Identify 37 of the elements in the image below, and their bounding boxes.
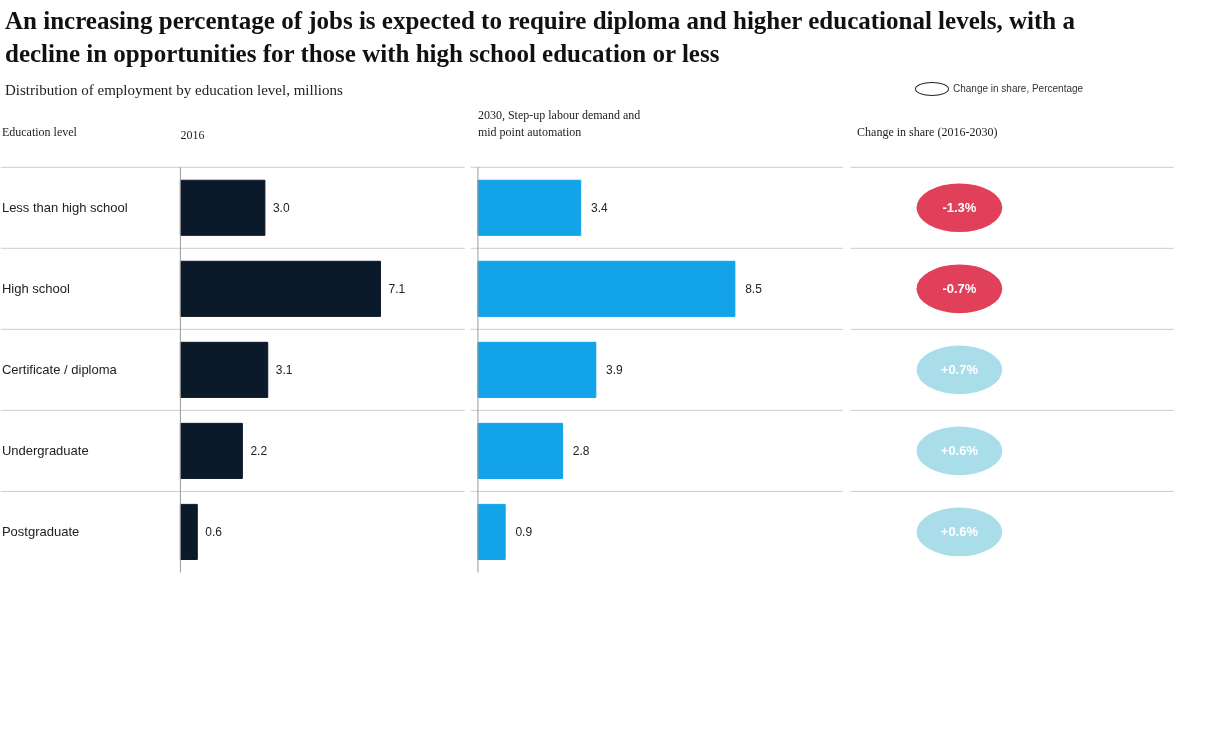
data-label: 3.9: [606, 363, 624, 378]
y-tick-label: Less than high school: [1, 200, 128, 216]
x-axis-title: 2016: [180, 128, 205, 143]
data-label: 3.0: [272, 201, 290, 216]
bar: [477, 180, 582, 237]
bar: [477, 342, 597, 399]
x-axis-title: 2030, Step-up labour demand and mid point automation: [477, 108, 641, 140]
legend-title: Change in share, Percentage: [952, 82, 1084, 96]
bar: [179, 342, 269, 399]
y-tick-label: High school: [1, 281, 70, 297]
data-label: 8.5: [745, 282, 763, 297]
bar: [477, 261, 736, 318]
data-label: 7.1: [388, 282, 406, 297]
y-axis-title: Education level: [1, 125, 78, 140]
bar: [179, 180, 266, 237]
text: -1.3%: [942, 200, 977, 216]
y-tick-label: Postgraduate: [1, 524, 80, 540]
data-label: 3.4: [591, 201, 609, 216]
text: +0.7%: [940, 362, 979, 378]
bar: [179, 423, 243, 480]
chart-subtitle: Distribution of employment by education level, millions: [5, 81, 343, 100]
text: -0.7%: [942, 281, 977, 297]
y-tick-label: Certificate / diploma: [1, 362, 118, 378]
bar: [179, 261, 381, 318]
text: +0.6%: [940, 524, 979, 540]
data-label: 0.9: [515, 525, 533, 540]
text: Change in share (2016-2030): [857, 125, 998, 140]
data-label: 0.6: [205, 525, 223, 540]
text: An increasing percentage of jobs is expected to require diploma and higher educational levels, with a decline in opportunities for those with high school education or less: [5, 6, 1076, 69]
bar: [477, 504, 506, 561]
bar: [477, 423, 564, 480]
y-tick-label: Undergraduate: [1, 443, 89, 459]
data-label: 2.2: [250, 444, 268, 459]
data-label: 2.8: [572, 444, 590, 459]
text: +0.6%: [940, 443, 979, 459]
bar: [179, 504, 198, 561]
data-label: 3.1: [275, 363, 293, 378]
